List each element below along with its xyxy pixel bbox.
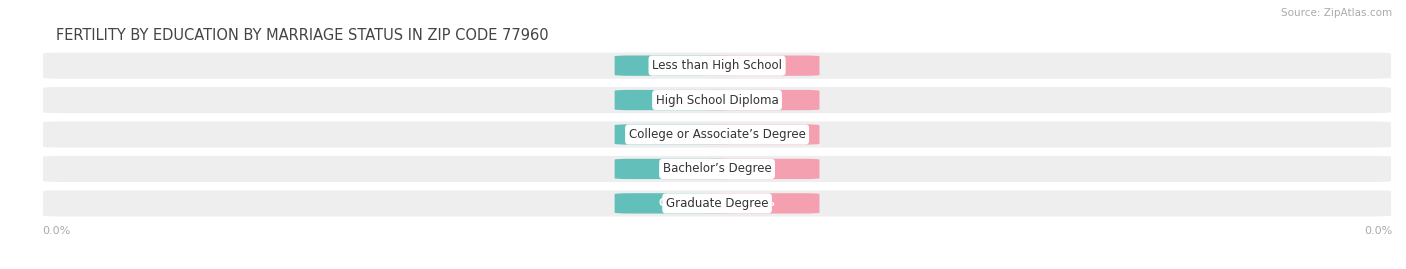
FancyBboxPatch shape [700, 90, 820, 110]
FancyBboxPatch shape [44, 156, 1391, 182]
FancyBboxPatch shape [614, 55, 734, 76]
Text: 0.0%: 0.0% [659, 95, 689, 105]
Text: 0.0%: 0.0% [659, 198, 689, 208]
FancyBboxPatch shape [44, 52, 1391, 79]
Text: Less than High School: Less than High School [652, 59, 782, 72]
Text: 0.0%: 0.0% [659, 129, 689, 140]
FancyBboxPatch shape [614, 124, 734, 145]
Text: FERTILITY BY EDUCATION BY MARRIAGE STATUS IN ZIP CODE 77960: FERTILITY BY EDUCATION BY MARRIAGE STATU… [56, 28, 548, 43]
Text: 0.0%: 0.0% [745, 61, 775, 71]
FancyBboxPatch shape [44, 121, 1391, 148]
Text: High School Diploma: High School Diploma [655, 94, 779, 107]
Text: Bachelor’s Degree: Bachelor’s Degree [662, 162, 772, 175]
Text: 0.0%: 0.0% [745, 129, 775, 140]
FancyBboxPatch shape [614, 159, 734, 179]
Text: Graduate Degree: Graduate Degree [666, 197, 768, 210]
Text: 0.0%: 0.0% [745, 95, 775, 105]
FancyBboxPatch shape [44, 87, 1391, 113]
FancyBboxPatch shape [700, 55, 820, 76]
Text: College or Associate’s Degree: College or Associate’s Degree [628, 128, 806, 141]
FancyBboxPatch shape [614, 90, 734, 110]
FancyBboxPatch shape [614, 193, 734, 214]
Text: 0.0%: 0.0% [745, 164, 775, 174]
FancyBboxPatch shape [44, 190, 1391, 217]
Text: Source: ZipAtlas.com: Source: ZipAtlas.com [1281, 8, 1392, 18]
FancyBboxPatch shape [700, 124, 820, 145]
FancyBboxPatch shape [700, 159, 820, 179]
Text: 0.0%: 0.0% [659, 61, 689, 71]
Text: 0.0%: 0.0% [659, 164, 689, 174]
FancyBboxPatch shape [700, 193, 820, 214]
Text: 0.0%: 0.0% [745, 198, 775, 208]
